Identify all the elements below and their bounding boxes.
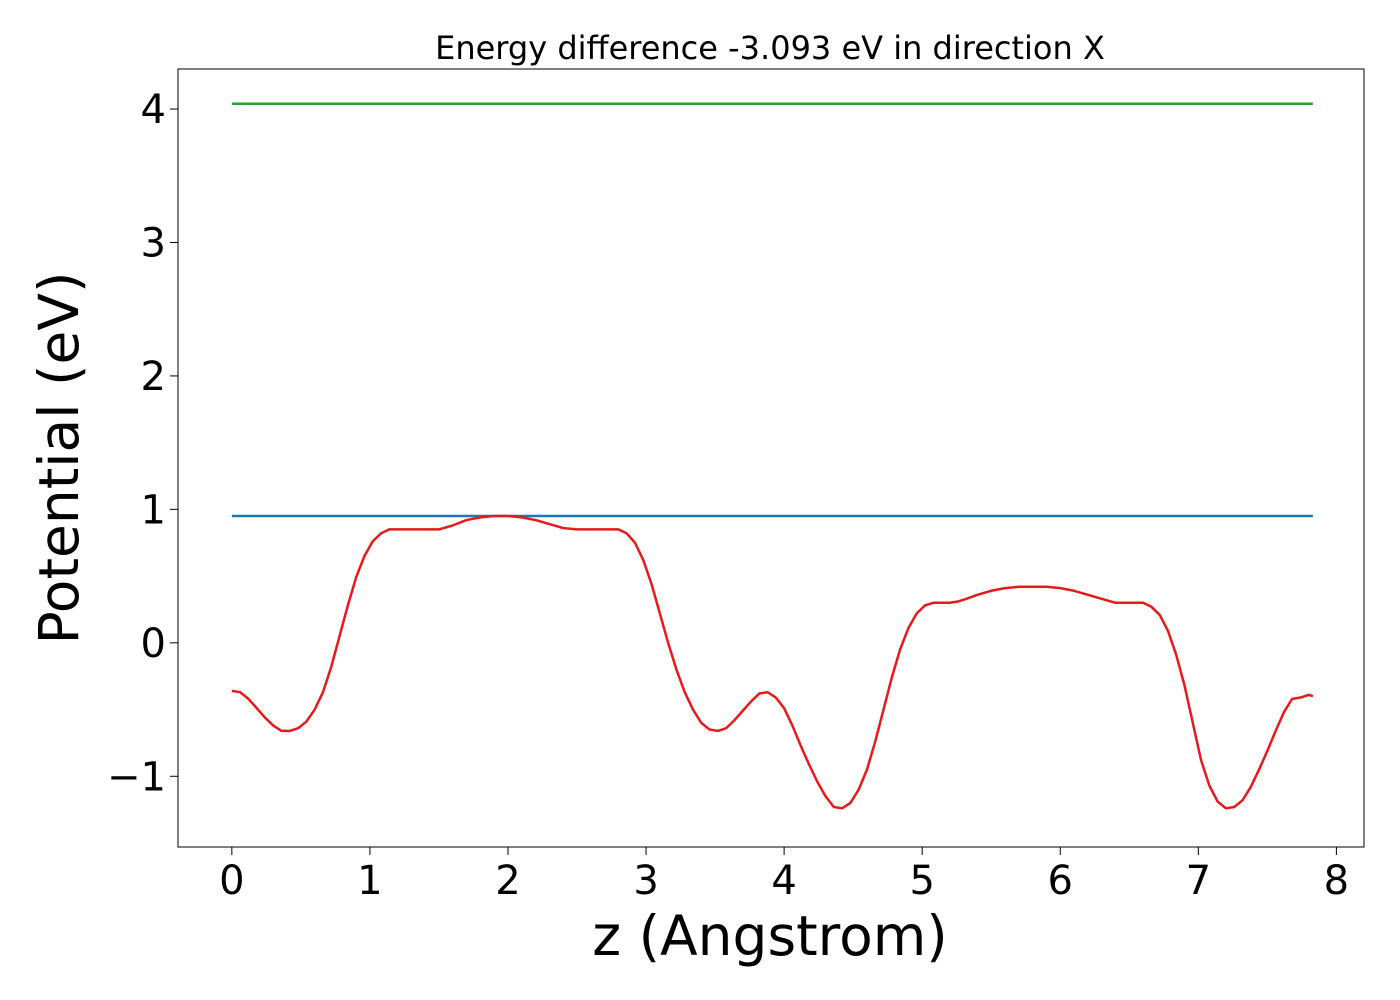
series-line-3 (231, 514, 1314, 810)
chart-title: Energy difference -3.093 eV in direction… (435, 29, 1105, 67)
y-tick-label: 0 (141, 621, 166, 667)
y-tick-label: −1 (107, 754, 166, 800)
x-tick-label: 6 (1048, 858, 1073, 904)
x-tick-label: 7 (1186, 858, 1211, 904)
y-axis-label: Potential (eV) (27, 272, 91, 645)
x-tick-label: 5 (909, 858, 934, 904)
x-tick-label: 1 (357, 858, 382, 904)
y-axis-ticks: −1 0 1 2 3 4 (107, 87, 178, 800)
plot-frame (177, 68, 1365, 848)
x-axis-ticks: 0 1 2 3 4 5 6 7 8 (219, 847, 1349, 904)
y-tick-label: 4 (141, 87, 166, 133)
x-tick-label: 2 (495, 858, 520, 904)
series-layer (231, 102, 1314, 810)
y-tick-label: 1 (141, 487, 166, 533)
y-tick-label: 3 (141, 220, 166, 266)
x-tick-label: 8 (1324, 858, 1349, 904)
x-tick-label: 4 (771, 858, 796, 904)
x-tick-label: 0 (219, 858, 244, 904)
x-axis-label: z (Angstrom) (592, 904, 948, 968)
x-tick-label: 3 (633, 858, 658, 904)
y-tick-label: 2 (141, 354, 166, 400)
